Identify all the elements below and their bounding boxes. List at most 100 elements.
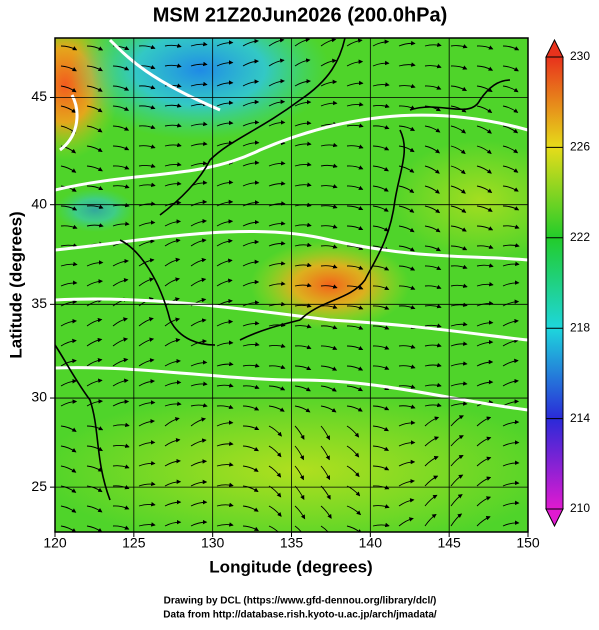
streamline bbox=[242, 79, 260, 87]
streamline bbox=[372, 305, 390, 310]
streamline bbox=[190, 479, 208, 487]
streamline bbox=[216, 340, 234, 347]
streamline bbox=[372, 39, 390, 47]
streamline bbox=[450, 44, 468, 49]
streamline bbox=[424, 343, 442, 348]
streamline bbox=[502, 500, 520, 507]
streamline bbox=[138, 317, 154, 327]
y-tick-label: 25 bbox=[31, 478, 47, 494]
streamline bbox=[502, 224, 520, 229]
colorbar-max-arrow bbox=[545, 38, 564, 58]
streamline bbox=[294, 182, 312, 187]
streamline bbox=[242, 140, 260, 147]
streamline bbox=[242, 239, 260, 247]
streamline bbox=[164, 417, 180, 427]
streamline bbox=[424, 284, 442, 290]
streamline bbox=[372, 504, 390, 509]
streamline bbox=[424, 85, 442, 90]
streamline bbox=[242, 405, 260, 411]
streamline bbox=[320, 224, 338, 229]
streamline bbox=[398, 384, 416, 389]
streamline bbox=[216, 462, 234, 467]
streamline bbox=[294, 344, 312, 350]
streamline bbox=[86, 425, 104, 431]
streamline bbox=[320, 100, 338, 107]
streamline bbox=[372, 125, 390, 130]
streamline bbox=[450, 245, 468, 251]
streamline bbox=[398, 517, 414, 527]
streamline bbox=[346, 285, 364, 290]
y-tick-label: 45 bbox=[31, 88, 47, 104]
streamline bbox=[398, 498, 415, 507]
streamline bbox=[346, 245, 364, 250]
streamline bbox=[476, 476, 492, 487]
streamline bbox=[190, 238, 207, 247]
streamlines bbox=[60, 38, 520, 532]
streamline bbox=[294, 120, 312, 127]
streamline bbox=[190, 257, 207, 267]
streamline bbox=[242, 320, 260, 327]
streamline bbox=[502, 419, 520, 427]
streamline bbox=[398, 225, 415, 233]
streamline bbox=[450, 302, 468, 307]
streamline bbox=[216, 120, 234, 127]
streamline bbox=[476, 320, 494, 327]
streamline bbox=[164, 142, 182, 148]
streamline bbox=[450, 105, 467, 113]
streamline bbox=[502, 460, 520, 467]
streamline bbox=[398, 344, 416, 349]
streamline bbox=[346, 38, 363, 47]
streamline bbox=[502, 145, 519, 154]
streamline bbox=[502, 185, 519, 192]
streamline bbox=[294, 162, 312, 167]
streamline bbox=[164, 219, 182, 227]
colorbar-tick-label: 214 bbox=[570, 411, 590, 425]
streamline bbox=[216, 278, 233, 287]
streamline bbox=[502, 205, 520, 211]
streamline bbox=[190, 161, 208, 167]
streamline bbox=[372, 405, 390, 411]
streamline bbox=[216, 219, 234, 227]
streamline bbox=[476, 300, 494, 307]
streamline bbox=[346, 345, 364, 351]
streamline bbox=[164, 499, 182, 507]
streamline bbox=[450, 361, 468, 367]
streamline bbox=[190, 218, 207, 227]
streamline bbox=[86, 125, 103, 133]
streamline bbox=[190, 81, 208, 87]
streamline bbox=[346, 185, 364, 190]
streamline bbox=[424, 382, 442, 388]
streamline bbox=[294, 505, 306, 520]
streamline bbox=[320, 505, 332, 519]
streamline bbox=[242, 363, 260, 368]
streamline bbox=[450, 474, 464, 487]
streamline bbox=[372, 225, 389, 232]
streamline bbox=[86, 85, 103, 92]
streamline bbox=[268, 58, 285, 67]
streamline bbox=[138, 124, 156, 130]
y-axis-label: Latitude (degrees) bbox=[6, 211, 25, 358]
streamline bbox=[294, 222, 312, 228]
streamline bbox=[216, 441, 234, 447]
streamline bbox=[320, 142, 338, 148]
streamline bbox=[242, 160, 260, 167]
plot-frame bbox=[54, 37, 529, 533]
credit: Drawing by DCL (https://www.gfd-dennou.o… bbox=[164, 596, 437, 607]
streamline bbox=[346, 505, 362, 516]
streamline bbox=[294, 282, 312, 288]
streamline bbox=[476, 205, 493, 212]
streamline bbox=[60, 465, 77, 473]
streamline bbox=[372, 265, 390, 271]
streamline bbox=[450, 321, 468, 327]
x-tick-label: 125 bbox=[122, 535, 146, 551]
streamline bbox=[242, 525, 259, 531]
streamline bbox=[450, 65, 468, 70]
streamline bbox=[502, 440, 520, 447]
streamline bbox=[424, 475, 439, 487]
streamline bbox=[86, 145, 103, 153]
colorbar-min-arrow bbox=[545, 508, 564, 528]
streamline bbox=[268, 261, 286, 267]
colorbar bbox=[545, 56, 564, 510]
streamline bbox=[502, 338, 519, 347]
streamline bbox=[450, 513, 463, 527]
